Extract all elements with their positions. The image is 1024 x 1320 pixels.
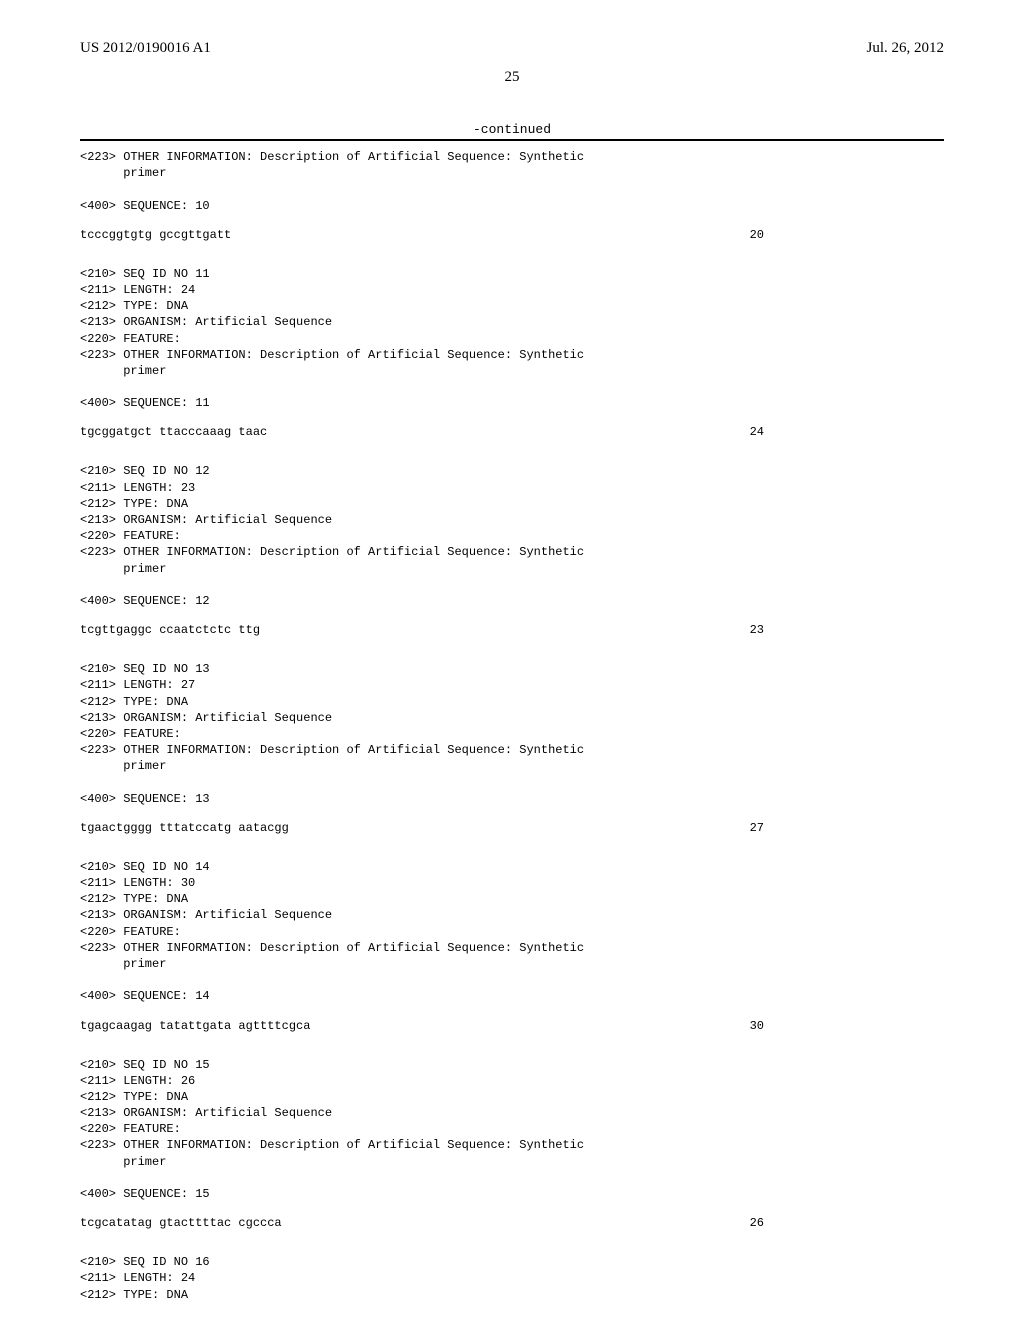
continued-label: -continued [80, 122, 944, 137]
spacer [80, 651, 944, 661]
seq-length: 24 [750, 425, 944, 439]
seq-sequence-row: tcccggtgtg gccgttgatt 20 [80, 228, 944, 242]
seq-sequence: tgagcaagag tatattgata agttttcgca [80, 1019, 310, 1033]
seq-length: 23 [750, 623, 944, 637]
seq-entry: <210> SEQ ID NO 12 <211> LENGTH: 23 <212… [80, 463, 944, 609]
seq-sequence-row: tgaactgggg tttatccatg aatacgg 27 [80, 821, 944, 835]
seq-length: 27 [750, 821, 944, 835]
seq-length: 20 [750, 228, 944, 242]
spacer [80, 1047, 944, 1057]
seq-entry: <210> SEQ ID NO 11 <211> LENGTH: 24 <212… [80, 266, 944, 412]
seq-entry: <210> SEQ ID NO 13 <211> LENGTH: 27 <212… [80, 661, 944, 807]
seq-entry: <210> SEQ ID NO 15 <211> LENGTH: 26 <212… [80, 1057, 944, 1203]
seq-sequence: tgaactgggg tttatccatg aatacgg [80, 821, 289, 835]
seq-length: 30 [750, 1019, 944, 1033]
seq-entry: <210> SEQ ID NO 14 <211> LENGTH: 30 <212… [80, 859, 944, 1005]
seq-sequence: tcccggtgtg gccgttgatt [80, 228, 231, 242]
seq-sequence-row: tgcggatgct ttacccaaag taac 24 [80, 425, 944, 439]
seq-sequence-row: tcgcatatag gtacttttac cgccca 26 [80, 1216, 944, 1230]
divider [80, 139, 944, 141]
page-number: 25 [80, 69, 944, 86]
sequence-listing: <223> OTHER INFORMATION: Description of … [80, 149, 944, 1303]
seq-sequence: tcgttgaggc ccaatctctc ttg [80, 623, 260, 637]
page-header: US 2012/0190016 A1 Jul. 26, 2012 [80, 40, 944, 57]
spacer [80, 256, 944, 266]
spacer [80, 849, 944, 859]
seq-entry: <223> OTHER INFORMATION: Description of … [80, 149, 944, 214]
seq-length: 26 [750, 1216, 944, 1230]
seq-sequence: tgcggatgct ttacccaaag taac [80, 425, 267, 439]
pub-number: US 2012/0190016 A1 [80, 40, 211, 57]
spacer [80, 1244, 944, 1254]
seq-sequence: tcgcatatag gtacttttac cgccca [80, 1216, 282, 1230]
seq-entry: <210> SEQ ID NO 16 <211> LENGTH: 24 <212… [80, 1254, 944, 1303]
pub-date: Jul. 26, 2012 [866, 40, 944, 57]
spacer [80, 453, 944, 463]
seq-sequence-row: tgagcaagag tatattgata agttttcgca 30 [80, 1019, 944, 1033]
seq-sequence-row: tcgttgaggc ccaatctctc ttg 23 [80, 623, 944, 637]
